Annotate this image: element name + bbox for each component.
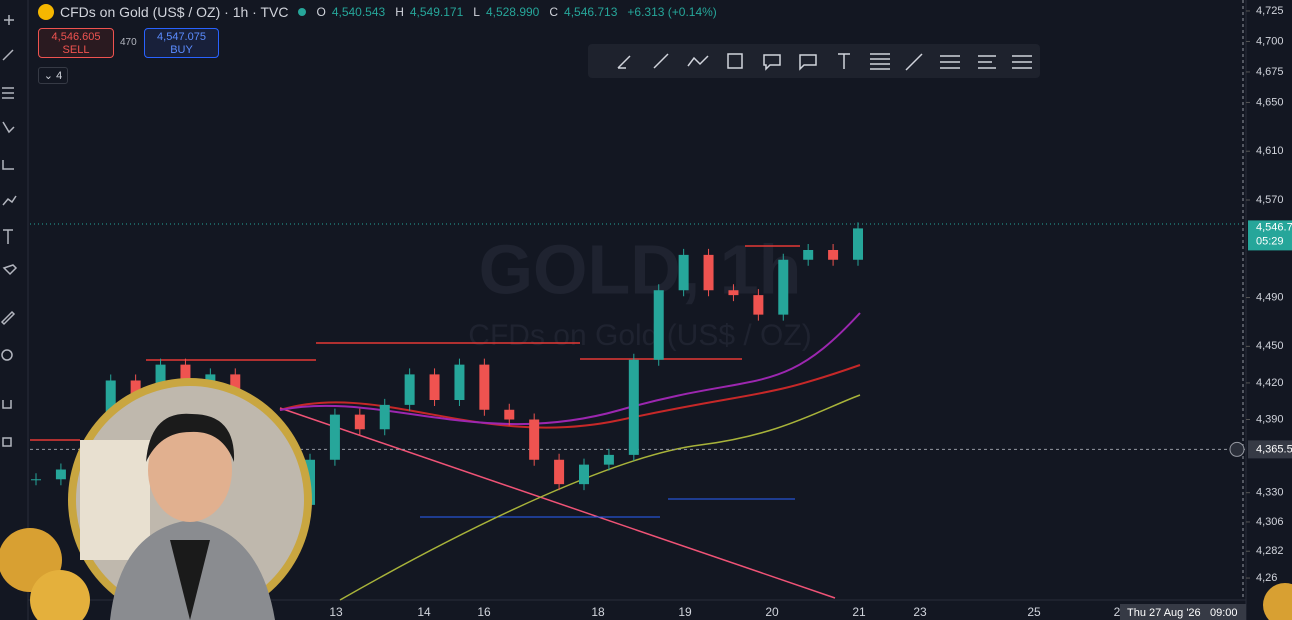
crosshair-time-tag [1120, 604, 1246, 620]
webcam-overlay [0, 378, 1292, 620]
candle [703, 254, 714, 291]
y-tick-label: 4,26 [1256, 572, 1277, 584]
ohlc-value: 4,549.171 [409, 5, 464, 19]
indicator-count: 4 [56, 70, 63, 82]
ohlc-value: 4,540.543 [331, 5, 386, 19]
y-tick-label: 4,700 [1256, 35, 1284, 47]
y-tick-label: 4,450 [1256, 340, 1284, 352]
x-tick-label: 14 [417, 605, 431, 619]
crosshair-tag [1248, 440, 1292, 459]
drawing-tools [617, 53, 1032, 71]
candle [429, 374, 440, 400]
crosshair-plus [1229, 441, 1245, 457]
y-tick-label: 4,675 [1256, 66, 1284, 78]
x-tick-label: 13 [329, 605, 343, 619]
x-tick-label: 19 [678, 605, 692, 619]
candle [130, 380, 141, 400]
candle [354, 414, 365, 430]
candle [554, 459, 565, 485]
last-price-tag [1248, 220, 1292, 251]
candle [529, 419, 540, 460]
symbol-name[interactable]: CFDs on Gold (US$ / OZ) · 1h · TVC [60, 4, 289, 20]
candle [404, 374, 415, 405]
y-tick-label: 4,570 [1256, 194, 1284, 206]
y-tick-label: 4,330 [1256, 487, 1284, 499]
y-tick-label: 4,420 [1256, 377, 1284, 389]
candle [803, 250, 814, 260]
crosshair-time: Thu 27 Aug '26 [1127, 607, 1201, 619]
y-tick-label: 4,306 [1256, 516, 1284, 528]
ohlc-key: L [473, 5, 480, 19]
indicators-toggle[interactable]: ⌄ 4 [38, 67, 68, 84]
candle [653, 290, 664, 360]
candle [678, 254, 689, 291]
candle [479, 364, 490, 410]
last-price-label: 4,546.7 [1256, 221, 1292, 233]
candle [728, 290, 739, 296]
spread: 470 [120, 37, 137, 48]
candle [579, 464, 589, 485]
symbol-icon [38, 4, 54, 20]
support-lines [420, 498, 795, 518]
y-tick-label: 4,610 [1256, 145, 1284, 157]
x-tick-label: 18 [591, 605, 605, 619]
x-tick-label: 25 [1027, 605, 1041, 619]
y-tick-label: 4,390 [1256, 413, 1284, 425]
toolbar-icons [0, 15, 18, 447]
x-tick-label: 20 [765, 605, 779, 619]
market-status [298, 8, 307, 16]
symbol-header: CFDs on Gold (US$ / OZ) · 1h · TVC O 4,54… [38, 3, 721, 21]
y-tick-label: 4,725 [1256, 5, 1284, 17]
y-tick-label: 4,282 [1256, 545, 1284, 557]
candle [828, 250, 839, 260]
drawing-toolbar [588, 44, 1040, 78]
ohlc-value: 4,528.990 [485, 5, 540, 19]
y-tick-label: 4,490 [1256, 291, 1284, 303]
candle [329, 414, 340, 460]
x-tick-label: 2 [1114, 605, 1121, 619]
left-toolbar [0, 0, 28, 620]
watermark-subtitle: CFDs on Gold (US$ / OZ) [468, 319, 811, 352]
ohlc-key: O [316, 5, 326, 19]
candle [504, 409, 515, 420]
watermark-title: GOLD, 1h [479, 230, 802, 308]
candle [55, 469, 66, 480]
ohlc-key: C [549, 5, 559, 19]
moving-average [339, 394, 861, 601]
x-tick-label: 23 [913, 605, 927, 619]
candle [454, 364, 465, 400]
y-tick-label: 4,650 [1256, 96, 1284, 108]
sell-label: SELL [62, 44, 90, 56]
ohlc-key: H [395, 5, 404, 19]
ohlc-value: 4,546.713 [564, 5, 618, 19]
moving-average [279, 364, 861, 429]
candle [628, 359, 639, 455]
candle [31, 479, 41, 481]
candle [753, 295, 764, 315]
buy-price: 4,547.075 [157, 31, 206, 43]
candle [778, 259, 789, 315]
candle [853, 228, 863, 260]
crosshair-clock: 09:00 [1210, 607, 1238, 619]
change: +6.313 (+0.14%) [627, 5, 717, 19]
x-tick-label: 21 [852, 605, 866, 619]
buy-label: BUY [170, 44, 193, 56]
candle [379, 404, 390, 430]
countdown: 05:29 [1256, 235, 1284, 247]
sell-button[interactable]: 4,546.605 SELL [38, 28, 114, 58]
moving-average [279, 312, 861, 426]
buy-button[interactable]: 4,547.075 BUY [144, 28, 219, 58]
crosshair-label: 4,365.5 [1256, 443, 1292, 455]
candle [603, 454, 614, 465]
x-tick-label: 16 [477, 605, 491, 619]
sell-price: 4,546.605 [51, 31, 101, 43]
